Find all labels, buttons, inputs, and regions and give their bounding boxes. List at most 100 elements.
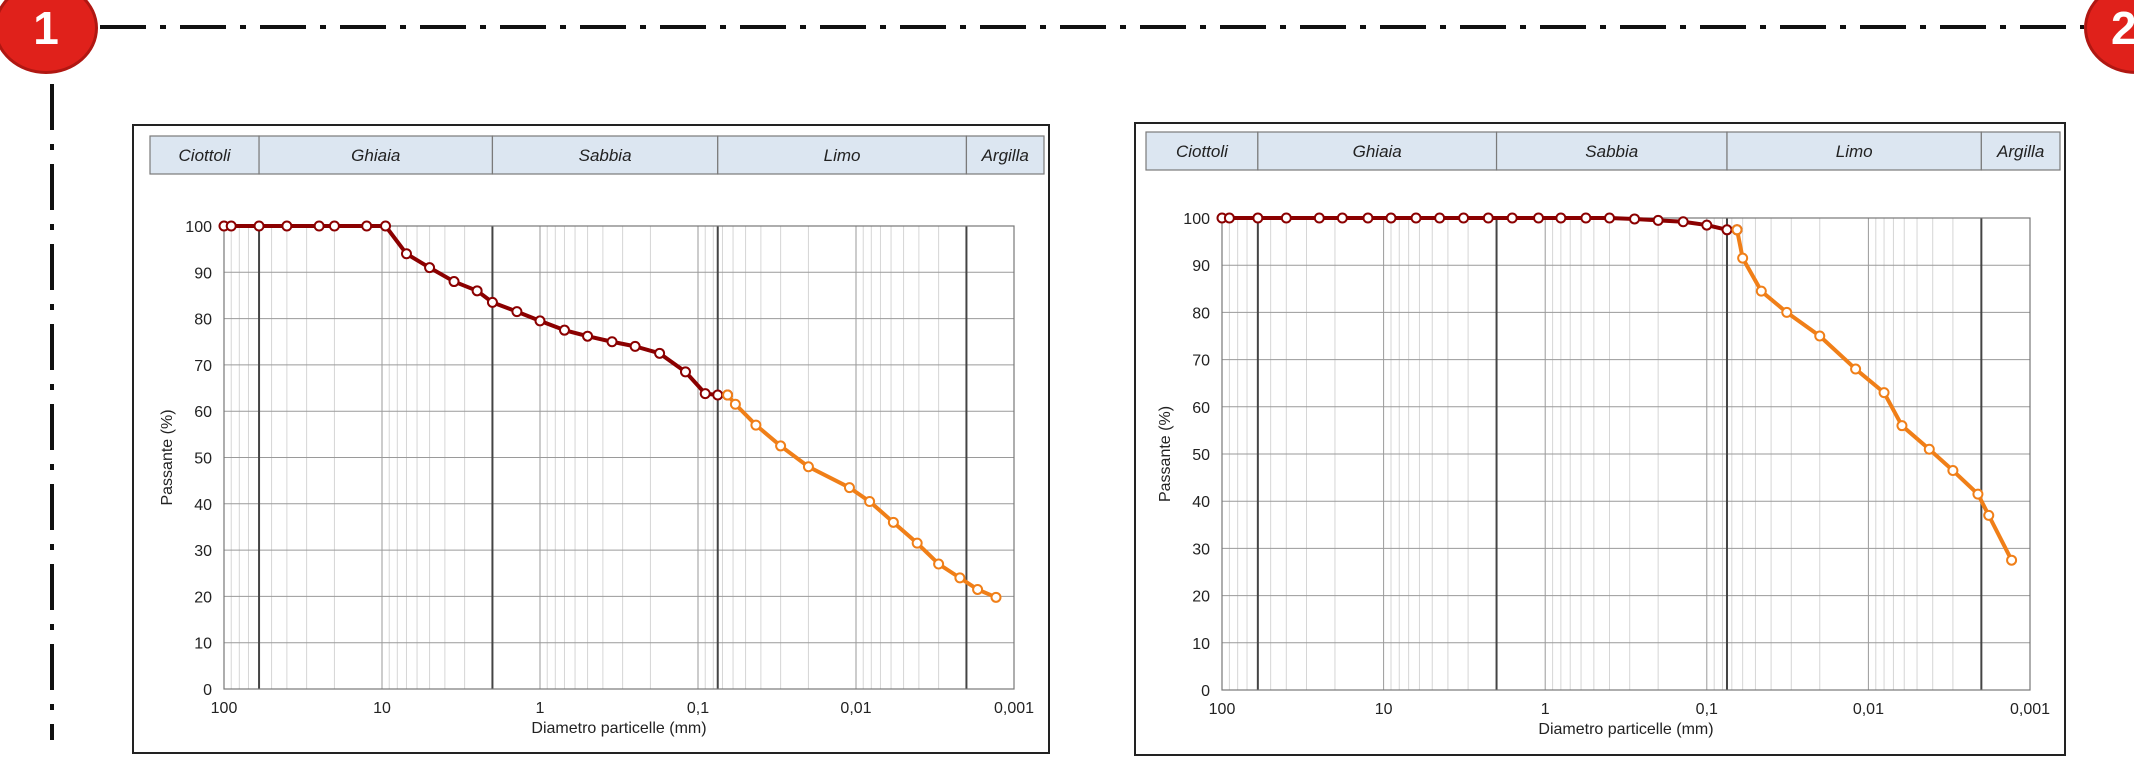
data-point: [1896, 420, 1908, 432]
x-tick-label: 0,01: [1853, 701, 1884, 718]
series-2: [1731, 224, 2018, 566]
data-point: [1336, 212, 1348, 224]
x-tick-label: 0,001: [994, 700, 1034, 717]
x-tick-label: 10: [373, 700, 391, 717]
soil-class-bands: Ciottoli Ghiaia Sabbia Limo Argilla: [149, 135, 1045, 175]
data-point: [750, 419, 762, 431]
data-point: [654, 347, 666, 359]
x-tick-label: 100: [211, 700, 238, 717]
data-point: [629, 340, 641, 352]
data-point: [1280, 212, 1292, 224]
data-point: [1652, 214, 1664, 226]
data-point: [1252, 212, 1264, 224]
data-point: [1385, 212, 1397, 224]
y-tick-label: 100: [185, 219, 212, 236]
data-point: [534, 315, 546, 327]
data-point: [1555, 212, 1567, 224]
y-axis: 0 10 20 30 40 50 60 70 80 90 100: [185, 219, 212, 699]
band-label-sabbia: Sabbia: [579, 146, 632, 165]
series-2: [722, 389, 1002, 603]
band-label-limo: Limo: [824, 146, 861, 165]
grain-size-chart-1: Ciottoli Ghiaia Sabbia Limo Argilla 0 10 20 30 40…: [132, 124, 1050, 754]
band-argilla: [1980, 131, 2061, 171]
data-point: [558, 324, 570, 336]
chart-svg-1: Ciottoli Ghiaia Sabbia Limo Argilla 0 10 20 30 40…: [149, 135, 1045, 737]
data-point: [843, 482, 855, 494]
series-1: [218, 220, 734, 401]
y-tick-label: 50: [194, 451, 212, 468]
data-point: [1482, 212, 1494, 224]
series-line: [1735, 229, 2014, 562]
data-point: [1781, 306, 1793, 318]
band-ciottoli: [149, 135, 260, 175]
band-ciottoli: [1145, 131, 1259, 171]
data-point: [1362, 212, 1374, 224]
data-point: [1983, 509, 1995, 521]
data-point: [471, 285, 483, 297]
y-tick-label: 10: [194, 636, 212, 653]
x-tick-label: 0,001: [2010, 701, 2050, 718]
band-sabbia: [491, 135, 719, 175]
data-point: [887, 516, 899, 528]
x-tick-label: 10: [1375, 701, 1393, 718]
data-point: [2006, 554, 2018, 566]
data-point: [1850, 363, 1862, 375]
plot-area: [223, 225, 1015, 690]
x-tick-label: 0,1: [687, 700, 709, 717]
y-tick-label: 90: [1192, 258, 1210, 275]
data-point: [1923, 443, 1935, 455]
x-axis: 100 10 1 0,1 0,01 0,001: [211, 700, 1034, 717]
data-point: [1731, 224, 1743, 236]
data-point: [361, 220, 373, 232]
x-tick-label: 100: [1209, 701, 1236, 718]
band-label-limo: Limo: [1836, 142, 1873, 161]
y-tick-label: 60: [1192, 400, 1210, 417]
data-point: [1701, 219, 1713, 231]
x-axis: 100 10 1 0,1 0,01 0,001: [1209, 701, 2050, 718]
data-point: [802, 461, 814, 473]
data-point: [1223, 212, 1235, 224]
data-point: [1721, 224, 1733, 236]
series-1: [1216, 212, 1743, 236]
band-label-ciottoli: Ciottoli: [1176, 142, 1229, 161]
y-tick-label: 60: [194, 404, 212, 421]
data-point: [1580, 212, 1592, 224]
band-limo: [717, 135, 968, 175]
x-tick-label: 1: [536, 700, 545, 717]
y-axis-title: Passante (%): [159, 409, 176, 505]
x-tick-label: 0,1: [1696, 701, 1718, 718]
soil-class-bands: Ciottoli Ghiaia Sabbia Limo Argilla: [1145, 131, 2061, 171]
y-tick-label: 100: [1183, 211, 1210, 228]
y-tick-label: 50: [1192, 447, 1210, 464]
y-tick-label: 30: [1192, 541, 1210, 558]
data-point: [1533, 212, 1545, 224]
data-point: [511, 306, 523, 318]
data-point: [606, 336, 618, 348]
data-point: [954, 572, 966, 584]
y-tick-label: 30: [194, 543, 212, 560]
data-point: [1972, 488, 1984, 500]
data-point: [990, 591, 1002, 603]
data-point: [933, 558, 945, 570]
y-tick-label: 0: [203, 682, 212, 699]
data-point: [722, 389, 734, 401]
data-point: [1629, 213, 1641, 225]
data-point: [1506, 212, 1518, 224]
data-point: [448, 276, 460, 288]
y-tick-label: 10: [1192, 636, 1210, 653]
data-point: [1410, 212, 1422, 224]
data-point: [328, 220, 340, 232]
data-point: [729, 398, 741, 410]
data-point: [253, 220, 265, 232]
band-sabbia: [1495, 131, 1728, 171]
data-point: [1878, 387, 1890, 399]
data-point: [775, 440, 787, 452]
y-tick-label: 20: [194, 589, 212, 606]
y-tick-label: 90: [194, 265, 212, 282]
data-point: [1604, 212, 1616, 224]
data-point: [225, 220, 237, 232]
band-argilla: [965, 135, 1045, 175]
grain-size-chart-2: Ciottoli Ghiaia Sabbia Limo Argilla 0 10 20 30 40…: [1134, 122, 2066, 756]
band-ghiaia: [258, 135, 494, 175]
